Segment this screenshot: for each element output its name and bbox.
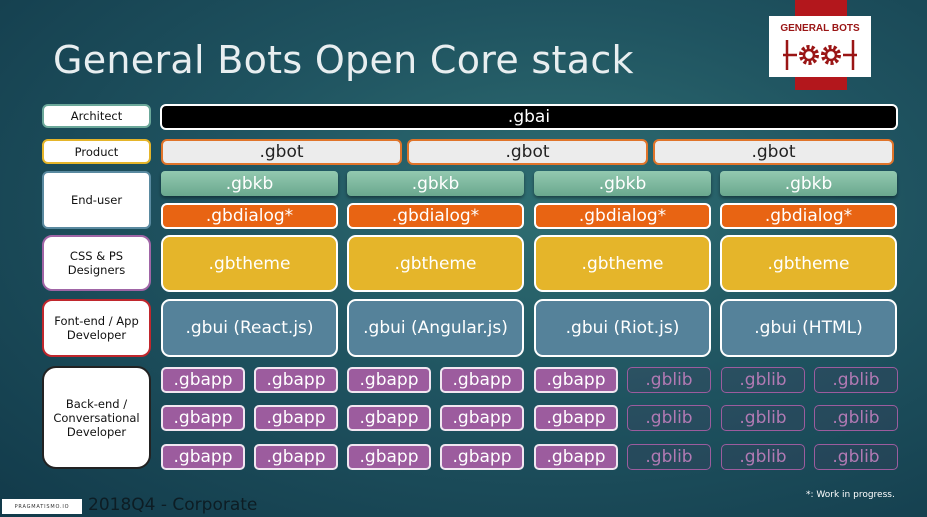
role-label: Architect <box>42 104 151 128</box>
gbapp-block: .gbapp <box>161 444 245 470</box>
role-text: Architect <box>70 109 123 123</box>
role-label: End-user <box>42 171 151 229</box>
role-text: End-user <box>70 193 123 207</box>
gbapp-block: .gbapp <box>254 367 338 393</box>
gbapp-block: .gbapp <box>161 405 245 431</box>
gblib-block: .gblib <box>627 405 711 431</box>
gbapp-block: .gbapp <box>254 444 338 470</box>
gbapp-block: .gbapp <box>347 367 431 393</box>
gbdialog-block: .gbdialog* <box>347 203 524 229</box>
gears-icon <box>783 40 857 70</box>
role-text: Product <box>74 144 119 159</box>
gbapp-block: .gbapp <box>440 444 524 470</box>
gblib-block: .gblib <box>627 444 711 470</box>
role-label: Product <box>42 139 151 164</box>
footer-text: 2018Q4 - Corporate <box>88 495 258 515</box>
gbdialog-block: .gbdialog* <box>534 203 711 229</box>
gbkb-block: .gbkb <box>720 171 897 196</box>
gbapp-block: .gbapp <box>534 405 618 431</box>
gbapp-block: .gbapp <box>161 367 245 393</box>
gbdialog-block: .gbdialog* <box>720 203 897 229</box>
gbui-block: .gbui (React.js) <box>161 299 338 357</box>
gbui-block: .gbui (HTML) <box>720 299 897 357</box>
role-label: CSS & PS Designers <box>42 235 151 291</box>
gbai-block: .gbai <box>160 104 898 130</box>
gbapp-block: .gbapp <box>440 367 524 393</box>
gbapp-block: .gbapp <box>347 405 431 431</box>
role-text: Font-end / App Developer <box>54 314 139 342</box>
role-text: Back-end / Conversational Developer <box>53 396 140 439</box>
gblib-block: .gblib <box>814 444 898 470</box>
gblib-block: .gblib <box>721 405 805 431</box>
gbot-block: .gbot <box>407 139 648 165</box>
gblib-block: .gblib <box>721 367 805 393</box>
gbtheme-block: .gbtheme <box>161 235 338 292</box>
footnote: *: Work in progress. <box>806 490 895 500</box>
gbtheme-block: .gbtheme <box>347 235 524 292</box>
gbkb-block: .gbkb <box>347 171 524 196</box>
gbot-block: .gbot <box>653 139 894 165</box>
pragmatismo-logo: PRAGMATISMO.IO <box>2 499 82 514</box>
gbapp-block: .gbapp <box>534 367 618 393</box>
gbkb-block: .gbkb <box>534 171 711 196</box>
gbapp-block: .gbapp <box>534 444 618 470</box>
gbapp-block: .gbapp <box>347 444 431 470</box>
gbkb-block: .gbkb <box>161 171 338 196</box>
gbtheme-block: .gbtheme <box>534 235 711 292</box>
gbapp-block: .gbapp <box>254 405 338 431</box>
gbdialog-block: .gbdialog* <box>161 203 338 229</box>
general-bots-logo: GENERAL BOTS <box>769 16 871 77</box>
role-text: CSS & PS Designers <box>67 249 126 277</box>
gbtheme-block: .gbtheme <box>720 235 897 292</box>
gblib-block: .gblib <box>814 367 898 393</box>
gbui-block: .gbui (Angular.js) <box>347 299 524 357</box>
gblib-block: .gblib <box>721 444 805 470</box>
gbapp-block: .gbapp <box>440 405 524 431</box>
logo-text: GENERAL BOTS <box>780 23 860 34</box>
gbot-block: .gbot <box>161 139 402 165</box>
role-label: Font-end / App Developer <box>42 299 151 357</box>
gblib-block: .gblib <box>627 367 711 393</box>
gbui-block: .gbui (Riot.js) <box>534 299 711 357</box>
gblib-block: .gblib <box>814 405 898 431</box>
slide-title: General Bots Open Core stack <box>53 38 634 82</box>
role-label: Back-end / Conversational Developer <box>42 366 151 469</box>
